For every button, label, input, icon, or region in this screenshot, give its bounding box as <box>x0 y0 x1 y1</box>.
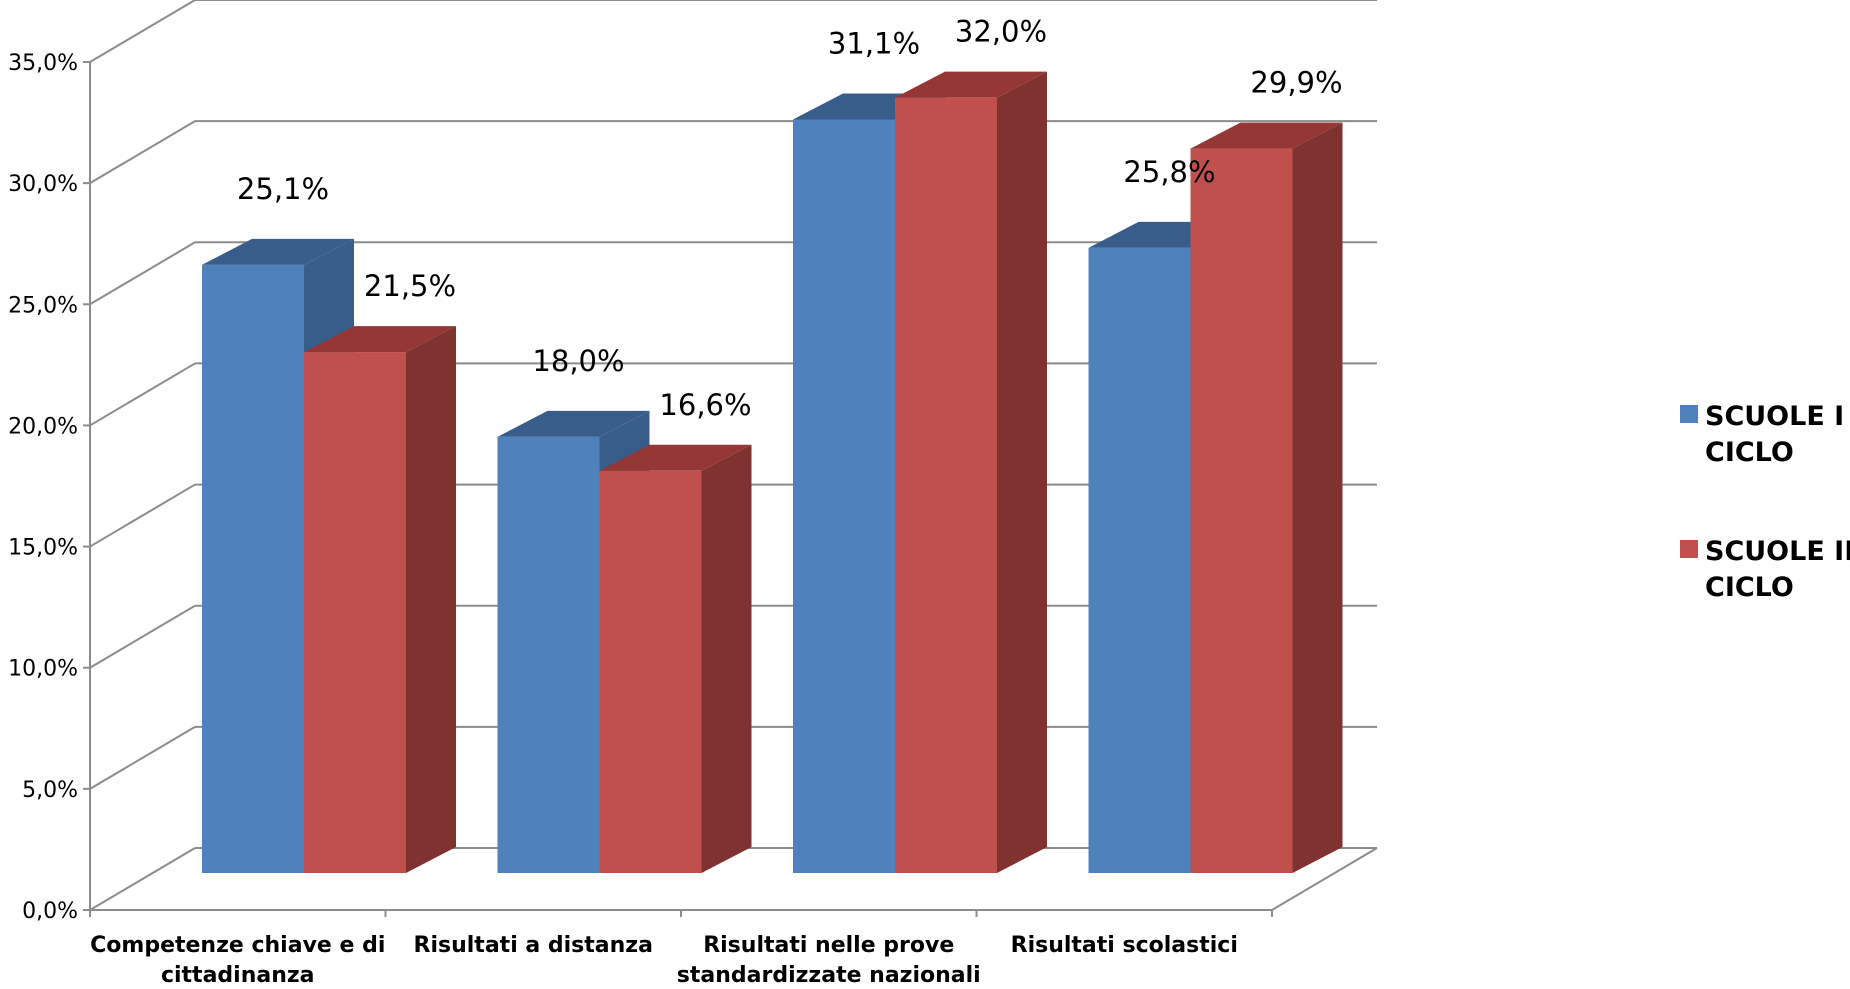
bar-top <box>599 444 752 471</box>
bar-top <box>895 71 1047 98</box>
bar-front <box>895 97 997 873</box>
bars <box>202 71 1343 874</box>
bar-side <box>997 71 1047 873</box>
legend-label: CICLO <box>1705 572 1794 603</box>
bar-top <box>202 238 354 265</box>
legend: SCUOLE I CICLO SCUOLE II CICLO <box>1680 401 1850 603</box>
data-label: 32,0% <box>955 15 1047 49</box>
y-tick-label: 0,0% <box>22 899 78 924</box>
x-category-label: Risultati a distanza <box>414 933 653 958</box>
bar-front <box>304 352 406 874</box>
legend-entry: SCUOLE I CICLO <box>1680 401 1844 468</box>
y-tick-label: 15,0% <box>8 536 78 561</box>
bar-top <box>1190 122 1343 149</box>
bar-front <box>497 436 600 873</box>
y-tick-label: 5,0% <box>22 778 78 803</box>
bar-top <box>497 410 650 437</box>
x-category-label: Competenze chiave e di <box>90 933 385 958</box>
bar <box>895 71 1047 873</box>
y-axis: 0,0% 5,0% 10,0% 15,0% 20,0% 25,0% 30,0% 35,0% <box>8 51 91 924</box>
data-label: 25,8% <box>1123 155 1215 189</box>
data-label: 31,1% <box>828 26 920 60</box>
legend-swatch <box>1680 540 1698 558</box>
bar <box>304 326 456 874</box>
bar-front <box>599 470 702 873</box>
gridline-side <box>89 362 196 427</box>
gridline-side <box>89 120 196 185</box>
gridline-side <box>89 725 196 790</box>
y-tick-label: 10,0% <box>8 657 78 682</box>
data-label: 21,5% <box>364 269 456 303</box>
x-category-label: standardizzate nazionali <box>677 963 981 988</box>
bar-front <box>1190 148 1293 873</box>
legend-label: CICLO <box>1705 437 1794 468</box>
bar-front <box>1088 247 1191 874</box>
legend-label: SCUOLE II <box>1705 536 1850 567</box>
x-axis: Competenze chiave e di cittadinanza Risult… <box>89 909 1273 988</box>
bar <box>1190 122 1343 873</box>
bar-front <box>793 119 895 873</box>
data-label: 18,0% <box>532 344 624 378</box>
gridline-side <box>89 241 196 306</box>
floor-right-edge <box>1271 847 1378 911</box>
x-category-label: Risultati nelle prove <box>703 933 954 958</box>
data-label: 25,1% <box>237 172 329 206</box>
bar-front <box>202 264 304 873</box>
bar-side <box>1292 122 1343 873</box>
bar <box>599 444 752 873</box>
legend-entry: SCUOLE II CICLO <box>1680 536 1850 603</box>
y-tick-label: 30,0% <box>8 172 78 197</box>
x-category-label: Risultati scolastici <box>1011 933 1238 958</box>
legend-label: SCUOLE I <box>1705 401 1844 432</box>
gridline-side <box>89 0 196 63</box>
bar-side <box>406 326 456 874</box>
data-label: 16,6% <box>659 388 751 422</box>
bar-side <box>701 444 752 873</box>
bar-top <box>304 326 456 353</box>
y-tick-label: 20,0% <box>8 414 78 439</box>
y-tick-label: 25,0% <box>8 293 78 318</box>
x-category-label: cittadinanza <box>161 963 315 988</box>
legend-swatch <box>1680 405 1698 423</box>
gridline-side <box>89 847 196 911</box>
gridline-side <box>89 483 196 548</box>
data-labels: 25,1% 21,5% 18,0% 16,6% 31,1% 32,0% 25,8% 29,9% <box>237 15 1343 422</box>
y-tick-label: 35,0% <box>8 51 78 76</box>
gridline-side <box>89 604 196 669</box>
data-label: 29,9% <box>1250 66 1342 100</box>
